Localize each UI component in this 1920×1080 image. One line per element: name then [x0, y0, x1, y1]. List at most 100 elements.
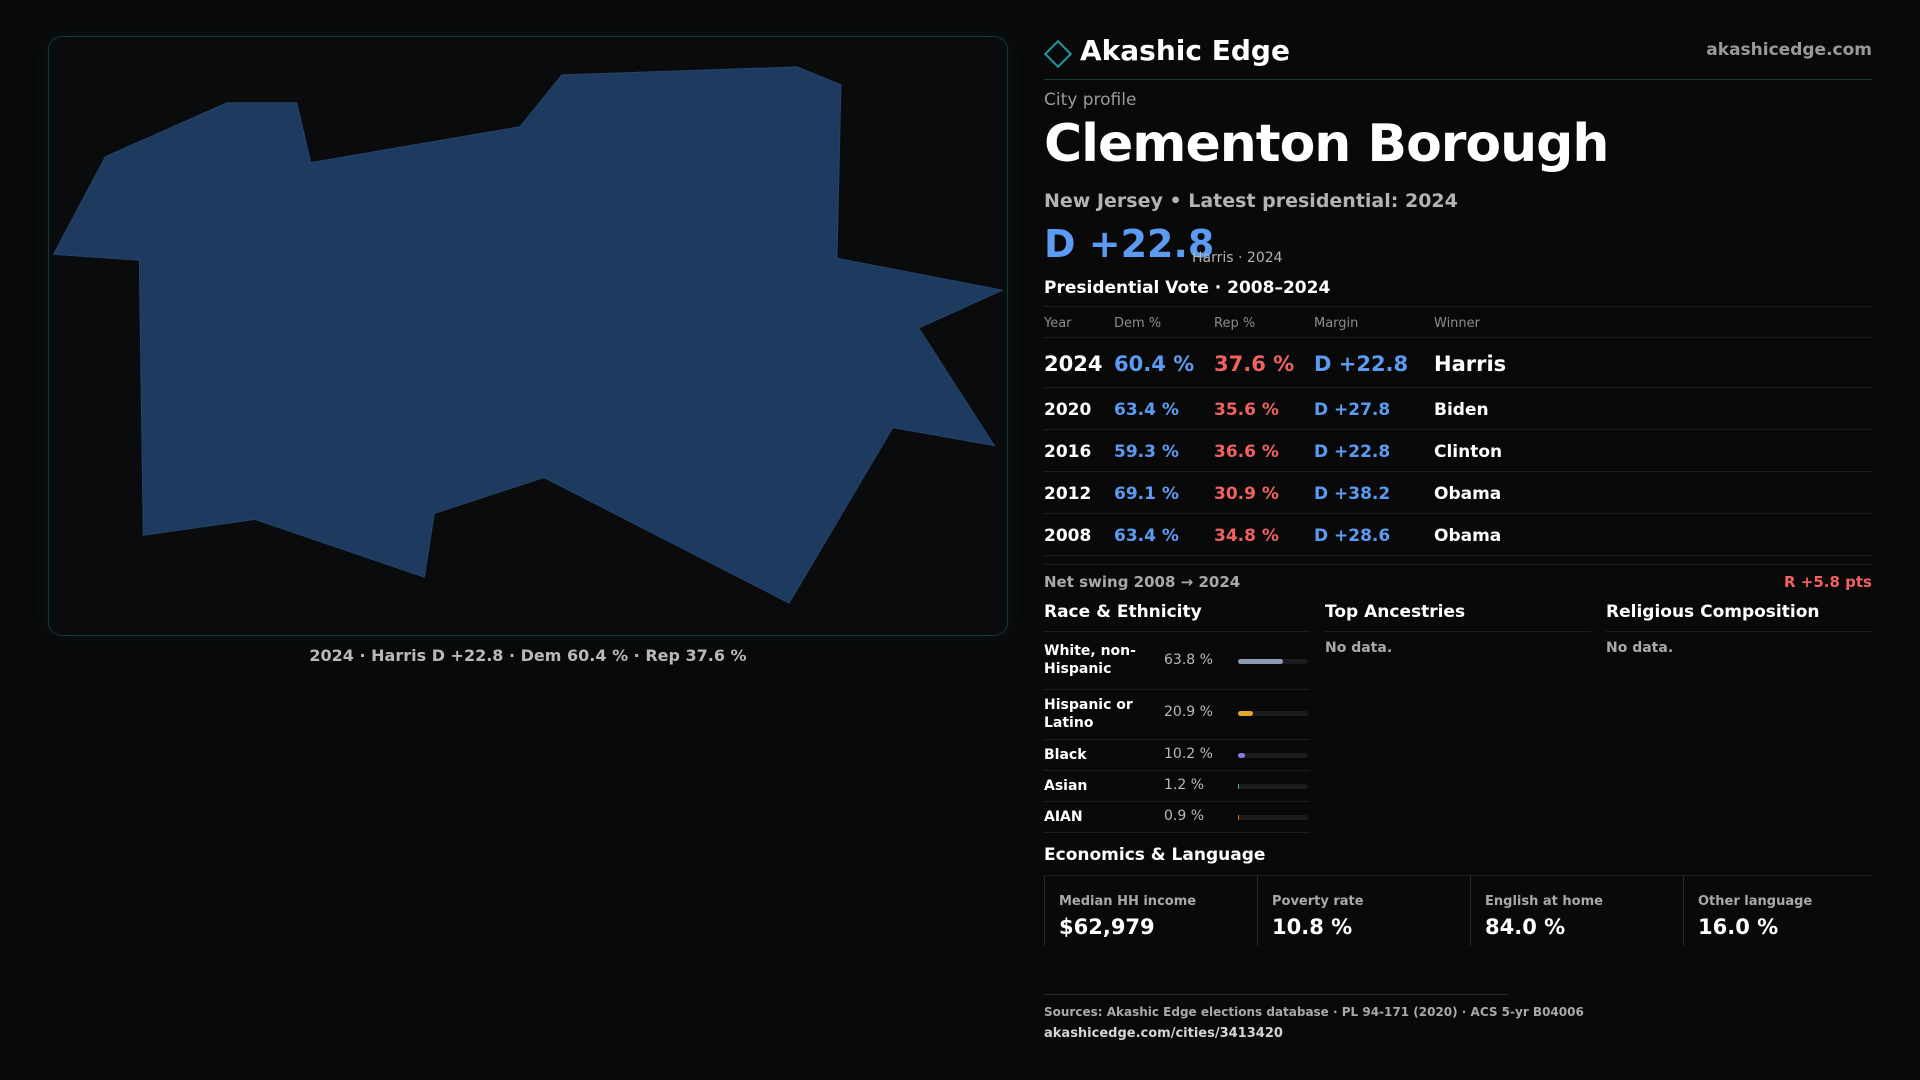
vote-section-title: Presidential Vote · 2008–2024: [1044, 278, 1331, 298]
net-swing-label: Net swing 2008 → 2024: [1044, 573, 1241, 591]
row-dem: 69.1 %: [1114, 484, 1179, 504]
net-swing-value: R +5.8 pts: [1784, 573, 1872, 591]
header-year: Year: [1044, 316, 1072, 331]
brand-header: Akashic Edge akashicedge.com: [1043, 30, 1872, 80]
race-bar-fill: [1238, 711, 1253, 716]
row-margin: D +22.8: [1314, 352, 1409, 376]
header-rep: Rep %: [1214, 316, 1256, 331]
race-bar: [1238, 784, 1308, 789]
race-bar-fill: [1238, 815, 1239, 820]
row-rep: 30.9 %: [1214, 484, 1279, 504]
stat-value: 16.0 %: [1698, 915, 1779, 939]
religion-empty: No data.: [1606, 640, 1674, 656]
race-label: AIAN: [1044, 809, 1083, 825]
row-dem: 60.4 %: [1114, 352, 1195, 376]
row-rep: 36.6 %: [1214, 442, 1279, 462]
race-label: Asian: [1044, 778, 1088, 794]
row-rep: 35.6 %: [1214, 400, 1279, 420]
row-rep: 34.8 %: [1214, 526, 1279, 546]
race-row-black: Black 10.2 %: [1044, 740, 1310, 771]
economics-stats: Median HH income $62,979 Poverty rate 10…: [1044, 876, 1872, 946]
row-winner: Biden: [1434, 400, 1489, 420]
divider: [1044, 564, 1872, 565]
row-year: 2020: [1044, 400, 1092, 420]
race-row-asian: Asian 1.2 %: [1044, 771, 1310, 802]
race-section: Race & Ethnicity White, non-Hispanic 63.…: [1044, 602, 1310, 833]
race-label: Black: [1044, 747, 1087, 763]
stat-value: $62,979: [1059, 915, 1155, 939]
vote-table: Year Dem % Rep % Margin Winner 2024 60.4…: [1044, 306, 1872, 556]
page-eyebrow: City profile: [1044, 90, 1137, 110]
race-bar: [1238, 815, 1308, 820]
stat-median-income: Median HH income $62,979: [1044, 876, 1244, 946]
race-label: Hispanic or Latino: [1044, 697, 1133, 731]
stat-label: Median HH income: [1059, 894, 1197, 909]
diamond-logo-icon: [1043, 39, 1073, 69]
race-bar-fill: [1238, 659, 1283, 664]
row-margin: D +38.2: [1314, 484, 1391, 504]
brand-name[interactable]: Akashic Edge: [1080, 34, 1290, 67]
city-map[interactable]: [48, 36, 1008, 636]
race-bar-fill: [1238, 753, 1246, 758]
stat-poverty-rate: Poverty rate 10.8 %: [1257, 876, 1457, 946]
religion-section: Religious Composition No data.: [1606, 602, 1872, 656]
source-url-link[interactable]: akashicedge.com/cities/3413420: [1044, 1026, 1283, 1041]
race-pct: 1.2 %: [1164, 777, 1205, 793]
row-year: 2008: [1044, 526, 1092, 546]
stat-value: 84.0 %: [1485, 915, 1566, 939]
row-year: 2012: [1044, 484, 1092, 504]
header-winner: Winner: [1434, 316, 1481, 331]
row-dem: 59.3 %: [1114, 442, 1179, 462]
stat-value: 10.8 %: [1272, 915, 1353, 939]
vote-row-2020: 2020 63.4 % 35.6 % D +27.8 Biden: [1044, 388, 1872, 430]
race-bar: [1238, 659, 1308, 664]
header-margin: Margin: [1314, 316, 1359, 331]
vote-row-2012: 2012 69.1 % 30.9 % D +38.2 Obama: [1044, 472, 1872, 514]
latest-margin-note: Harris · 2024: [1192, 250, 1283, 266]
sources-note: Sources: Akashic Edge elections database…: [1044, 1005, 1584, 1019]
economics-section-title: Economics & Language: [1044, 845, 1266, 865]
row-rep: 37.6 %: [1214, 352, 1295, 376]
map-caption: 2024 · Harris D +22.8 · Dem 60.4 % · Rep…: [309, 646, 747, 665]
vote-row-2024: 2024 60.4 % 37.6 % D +22.8 Harris: [1044, 338, 1872, 388]
stat-label: Poverty rate: [1272, 894, 1364, 909]
stat-other-language: Other language 16.0 %: [1683, 876, 1883, 946]
race-pct: 0.9 %: [1164, 808, 1205, 824]
race-section-title: Race & Ethnicity: [1044, 602, 1310, 632]
race-bar-fill: [1238, 784, 1239, 789]
row-winner: Clinton: [1434, 442, 1503, 462]
vote-row-2016: 2016 59.3 % 36.6 % D +22.8 Clinton: [1044, 430, 1872, 472]
city-boundary-shape[interactable]: [52, 66, 1005, 604]
race-label: White, non-Hispanic: [1044, 643, 1136, 677]
religion-section-title: Religious Composition: [1606, 602, 1872, 632]
row-year: 2016: [1044, 442, 1092, 462]
row-year: 2024: [1044, 352, 1103, 376]
page-title: Clementon Borough: [1044, 114, 1609, 174]
row-dem: 63.4 %: [1114, 400, 1179, 420]
ancestries-section-title: Top Ancestries: [1325, 602, 1591, 632]
stat-english-home: English at home 84.0 %: [1470, 876, 1670, 946]
footer-divider: [1044, 994, 1508, 995]
row-dem: 63.4 %: [1114, 526, 1179, 546]
race-row-aian: AIAN 0.9 %: [1044, 802, 1310, 833]
row-margin: D +22.8: [1314, 442, 1391, 462]
race-pct: 63.8 %: [1164, 652, 1213, 668]
ancestries-empty: No data.: [1325, 640, 1393, 656]
stat-label: English at home: [1485, 894, 1603, 909]
row-winner: Obama: [1434, 526, 1502, 546]
race-pct: 10.2 %: [1164, 746, 1213, 762]
race-bar: [1238, 753, 1308, 758]
divider: [1044, 875, 1872, 876]
header-dem: Dem %: [1114, 316, 1162, 331]
race-bar: [1238, 711, 1308, 716]
row-winner: Obama: [1434, 484, 1502, 504]
city-boundary-map: [52, 66, 1005, 604]
page-subtitle: New Jersey • Latest presidential: 2024: [1044, 190, 1458, 212]
row-margin: D +27.8: [1314, 400, 1391, 420]
row-winner: Harris: [1434, 352, 1507, 376]
brand-url-link[interactable]: akashicedge.com: [1706, 40, 1872, 60]
ancestries-section: Top Ancestries No data.: [1325, 602, 1591, 656]
vote-table-header: Year Dem % Rep % Margin Winner: [1044, 306, 1872, 338]
race-row-white: White, non-Hispanic 63.8 %: [1044, 632, 1310, 690]
stat-label: Other language: [1698, 894, 1813, 909]
